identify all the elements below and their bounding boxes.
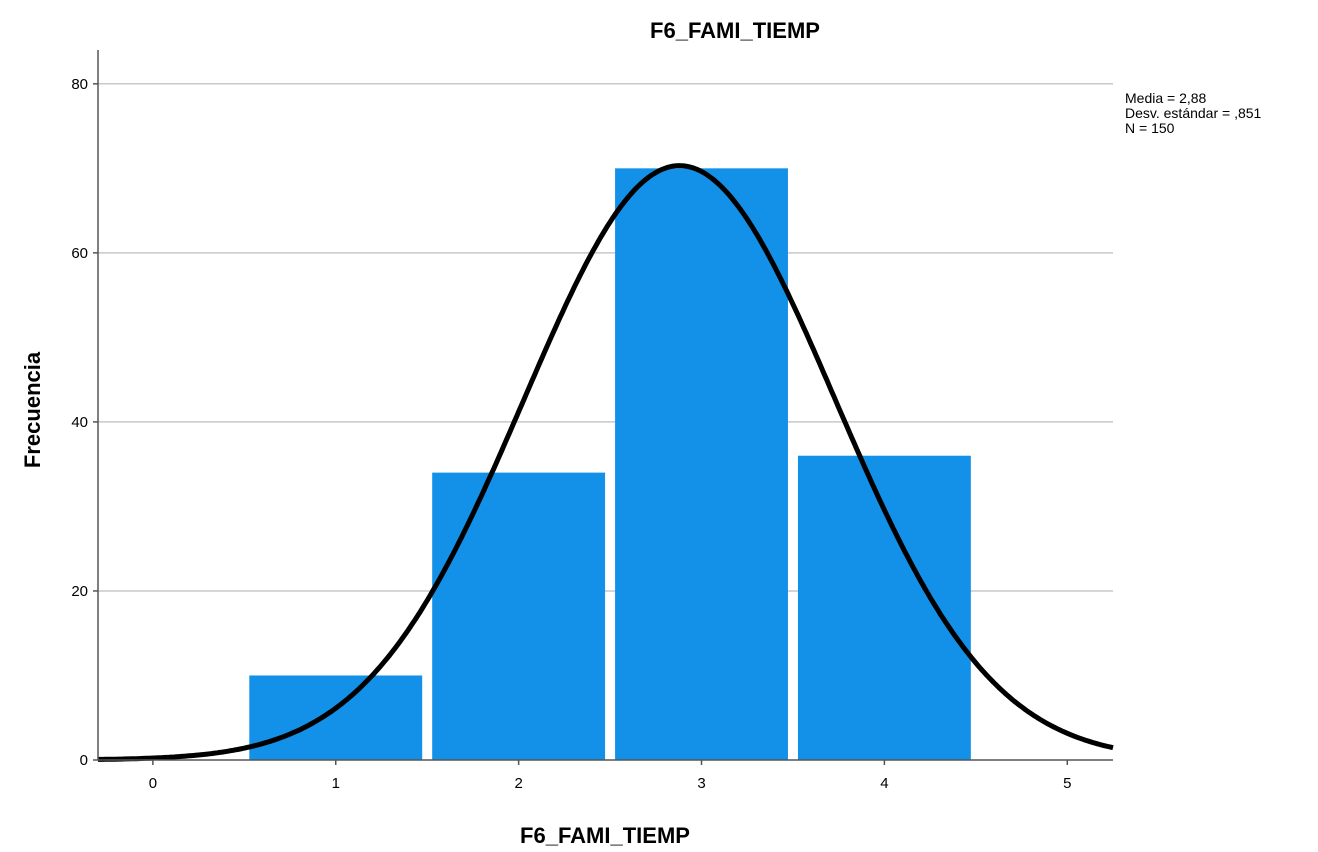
stats-sd: Desv. estándar = ,851 <box>1125 105 1262 121</box>
stats-mean: Media = 2,88 <box>1125 90 1207 106</box>
y-tick-label: 60 <box>71 245 88 262</box>
y-axis-ticks: 0 20 40 60 80 <box>71 76 98 769</box>
x-axis-ticks: 0 1 2 3 4 5 <box>149 760 1071 792</box>
x-axis-label: F6_FAMI_TIEMP <box>520 823 690 848</box>
x-tick-label: 5 <box>1063 775 1071 792</box>
bar <box>432 472 606 760</box>
y-axis-label: Frecuencia <box>20 351 45 468</box>
y-tick-label: 80 <box>71 76 88 93</box>
y-tick-label: 40 <box>71 414 88 431</box>
x-tick-label: 2 <box>514 775 522 792</box>
bar <box>615 168 788 761</box>
y-tick-label: 0 <box>80 752 88 769</box>
x-tick-label: 0 <box>149 775 157 792</box>
chart-title: F6_FAMI_TIEMP <box>650 18 820 43</box>
x-tick-label: 1 <box>332 775 340 792</box>
bar <box>249 675 423 760</box>
normal-curve <box>98 163 1114 762</box>
y-tick-label: 20 <box>71 583 88 600</box>
x-tick-label: 3 <box>697 775 705 792</box>
x-tick-label: 4 <box>880 775 888 792</box>
bars <box>249 168 971 761</box>
stats-n: N = 150 <box>1125 120 1175 136</box>
bar <box>797 455 971 760</box>
